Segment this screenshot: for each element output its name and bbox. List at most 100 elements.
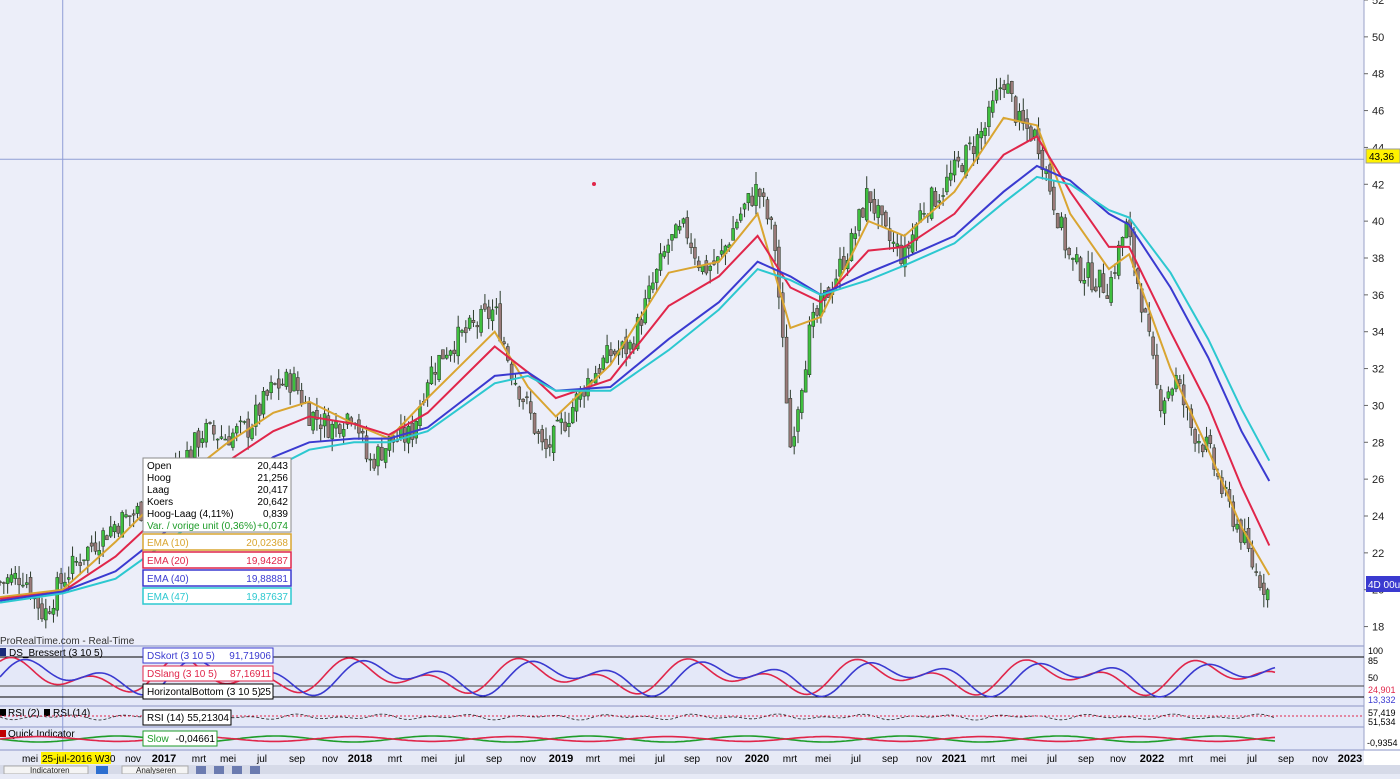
candle-body [238, 420, 243, 423]
candle-body [338, 424, 342, 434]
candle-body [490, 309, 495, 322]
candle-body [13, 572, 18, 579]
candle-body [738, 213, 743, 221]
candle-body [265, 390, 270, 396]
candle-body [1097, 269, 1102, 288]
bottom-toolbar: Indicatoren Analyseren [0, 765, 1400, 775]
candle-body [956, 156, 961, 162]
candle-body [40, 603, 44, 620]
candle-body [24, 582, 29, 585]
x-tick-label: mrt [1179, 754, 1194, 765]
candle-body [1090, 262, 1094, 291]
x-tick-label: mrt [586, 754, 601, 765]
candle-body [406, 426, 411, 444]
candle-body [341, 429, 346, 437]
ema-line [0, 135, 1271, 600]
quick-legend-value: -0,04661 [176, 734, 216, 745]
ds-axis-label: 50 [1368, 673, 1378, 683]
ema-line [0, 116, 1271, 599]
candle-body [36, 596, 40, 609]
candle-body [364, 435, 369, 460]
candle-body [51, 607, 56, 615]
candle-body [864, 188, 869, 221]
candle-body [234, 426, 239, 434]
ohlc-value: 20,443 [257, 461, 288, 472]
candle-body [681, 218, 686, 224]
candle-body [368, 458, 373, 461]
quick-panel-bg [0, 728, 1364, 750]
candle-body [1178, 379, 1182, 384]
source-label: ProRealTime.com - Real-Time [0, 636, 135, 647]
candle-body [360, 430, 365, 434]
candle-body [1200, 444, 1205, 453]
x-tick-label: jul [256, 754, 267, 765]
x-tick-label: mei [421, 754, 437, 765]
y-tick-label: 38 [1372, 253, 1384, 265]
ema-legend-label: EMA (20) [147, 556, 189, 567]
candle-body [628, 341, 632, 350]
ds-legend-label: HorizontalBottom (3 10 5) [147, 687, 261, 698]
ds-legend-value: 25 [260, 687, 272, 698]
candle-body [651, 282, 655, 290]
x-tick-label: 2023 [1338, 753, 1362, 765]
ds-axis-label: 24,901 [1368, 685, 1396, 695]
candle-body [284, 371, 289, 387]
candle-body [89, 542, 94, 547]
ema-legend-value: 19,87637 [246, 592, 288, 603]
y-tick-label: 24 [1372, 511, 1384, 523]
candle-body [1067, 248, 1071, 256]
candle-body [559, 418, 564, 423]
candle-body [746, 193, 751, 204]
ema-legend-value: 19,88881 [246, 574, 288, 585]
candle-body [750, 195, 754, 206]
candle-body [223, 438, 228, 441]
x-tick-label: mei [220, 754, 236, 765]
candle-body [425, 382, 430, 398]
candle-body [307, 402, 312, 426]
candle-body [212, 425, 216, 435]
candle-body [544, 438, 548, 450]
candle-body [242, 421, 247, 423]
candle-body [93, 542, 98, 552]
ohlc-label: Laag [147, 485, 169, 496]
candle-body [444, 354, 449, 359]
ohlc-box: Open 20,443 Hoog 21,256 Laag 20,417 Koers 20,64… [142, 457, 292, 533]
candle-body [494, 306, 499, 309]
ds-panel-title: DS_Bressert (3 10 5) [9, 648, 103, 659]
y-tick-label: 34 [1372, 327, 1384, 339]
toolbar-icon[interactable] [96, 766, 108, 774]
candle-body [1017, 110, 1022, 122]
candle-body [513, 382, 518, 385]
y-tick-label: 28 [1372, 437, 1384, 449]
y-tick-label: 40 [1372, 216, 1384, 228]
toolbar-icon[interactable] [250, 766, 260, 774]
candle-body [1086, 262, 1090, 278]
toolbar-icon[interactable] [214, 766, 224, 774]
candle-body [563, 421, 567, 431]
candle-body [693, 246, 697, 259]
candle-body [872, 199, 877, 214]
candle-body [937, 200, 942, 203]
candle-body [59, 573, 63, 584]
panel-icon [0, 709, 6, 716]
ohlc-value: +0,074 [257, 521, 288, 532]
candle-body [479, 308, 483, 333]
candle-body [105, 535, 109, 541]
quick-title: Quick Indicator [8, 729, 75, 740]
candle-body [452, 349, 457, 354]
candle-body [521, 398, 525, 403]
candle-body [1094, 286, 1098, 292]
candle-body [948, 172, 953, 181]
y-tick-label: 48 [1372, 69, 1384, 81]
x-tick-label: nov [1110, 754, 1126, 765]
toolbar-icon[interactable] [232, 766, 242, 774]
ds-axis-label: 85 [1368, 656, 1378, 666]
rsi-legend-box [142, 709, 232, 726]
ohlc-label: Koers [147, 497, 173, 508]
candle-body [296, 377, 300, 391]
toolbar-icon[interactable] [196, 766, 206, 774]
ds-legend-box [142, 665, 274, 682]
candle-body [261, 391, 266, 415]
